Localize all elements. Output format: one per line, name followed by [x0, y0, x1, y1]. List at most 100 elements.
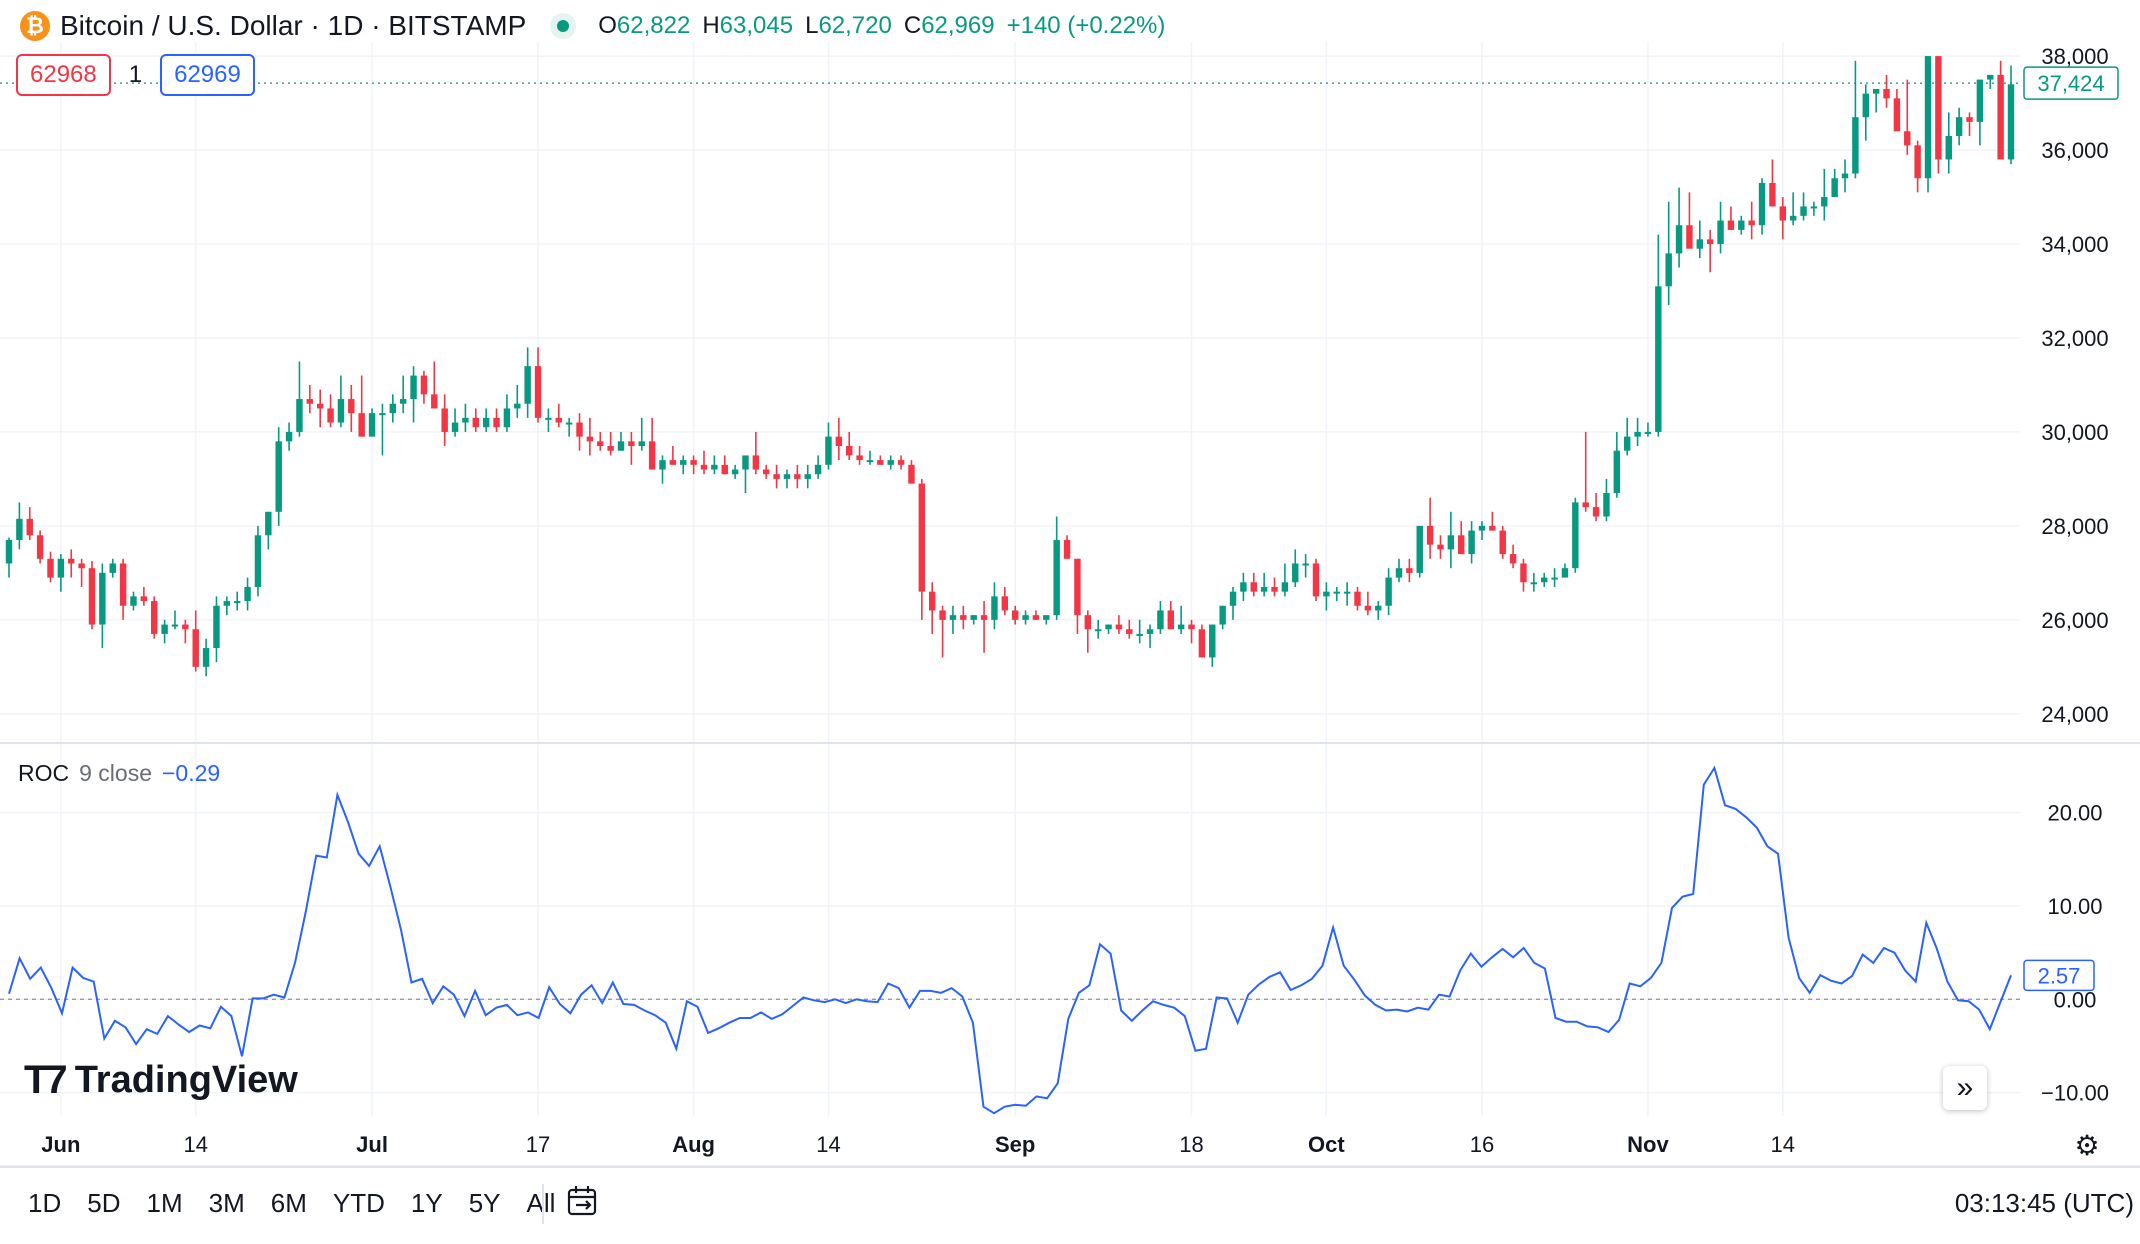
candle[interactable] [26, 507, 33, 540]
candle[interactable] [576, 413, 583, 451]
candle[interactable] [1229, 586, 1237, 620]
symbol-title[interactable]: Bitcoin / U.S. Dollar · 1D · BITSTAMP [60, 10, 527, 41]
candle[interactable] [140, 586, 148, 606]
candle[interactable] [389, 394, 397, 423]
candle[interactable] [1675, 187, 1683, 268]
candle[interactable] [804, 464, 811, 489]
candle[interactable] [1426, 497, 1434, 559]
candle[interactable] [316, 389, 324, 428]
candle[interactable] [1074, 558, 1081, 634]
candle[interactable] [918, 478, 926, 620]
candle[interactable] [794, 464, 801, 489]
candle[interactable] [1364, 591, 1372, 616]
candle[interactable] [1997, 60, 2004, 160]
price-pane[interactable] [5, 56, 2015, 677]
candle[interactable] [1706, 229, 1714, 273]
candle[interactable] [1509, 544, 1517, 569]
candle[interactable] [1800, 192, 1807, 221]
candle[interactable] [1810, 201, 1818, 216]
candle[interactable] [1437, 535, 1444, 559]
candle[interactable] [16, 502, 23, 550]
price-axis[interactable]: 24,000 26,000 28,000 30,000 32,000 34,000 36,0… [0, 44, 2119, 727]
candle[interactable] [773, 464, 780, 489]
candle[interactable] [1209, 624, 1216, 667]
candle[interactable] [130, 591, 137, 611]
candle[interactable] [763, 464, 770, 479]
candle[interactable] [887, 455, 894, 470]
candle[interactable] [306, 384, 314, 414]
candle[interactable] [814, 455, 822, 479]
candle[interactable] [565, 417, 573, 437]
candle[interactable] [462, 403, 469, 432]
candle[interactable] [337, 375, 345, 428]
roc-last-value-tag[interactable] [2023, 959, 2095, 992]
candle[interactable] [1717, 201, 1724, 254]
candle[interactable] [835, 417, 843, 461]
candle[interactable] [431, 361, 438, 409]
candle[interactable] [1893, 88, 1901, 132]
candle[interactable] [1821, 168, 1828, 221]
candle[interactable] [358, 375, 365, 437]
candle[interactable] [897, 455, 905, 470]
candle[interactable] [1665, 201, 1672, 306]
candle[interactable] [846, 431, 853, 461]
candle[interactable] [524, 347, 531, 418]
candle[interactable] [410, 366, 417, 423]
candle[interactable] [1852, 60, 1859, 179]
candle[interactable] [628, 431, 635, 465]
candle[interactable] [36, 530, 44, 564]
candle[interactable] [109, 558, 116, 578]
scroll-to-realtime-button[interactable]: » [1943, 1066, 1987, 1110]
candle[interactable] [877, 455, 884, 465]
candle[interactable] [368, 408, 376, 437]
candle[interactable] [482, 408, 490, 432]
roc-pane[interactable] [0, 765, 2020, 1115]
candle[interactable] [514, 384, 521, 418]
candle[interactable] [1001, 586, 1009, 616]
candle[interactable] [1935, 56, 1942, 174]
candle[interactable] [5, 537, 13, 578]
candle[interactable] [265, 511, 272, 550]
candle[interactable] [1032, 610, 1040, 620]
candle[interactable] [980, 601, 988, 653]
candle[interactable] [202, 638, 210, 677]
candle[interactable] [1489, 511, 1496, 531]
candle[interactable] [949, 605, 957, 634]
candle[interactable] [1354, 586, 1361, 611]
candle[interactable] [1105, 624, 1112, 634]
candle[interactable] [472, 408, 480, 432]
candle[interactable] [296, 361, 303, 437]
candle[interactable] [1260, 572, 1268, 597]
candle[interactable] [1219, 605, 1226, 630]
candle[interactable] [617, 431, 625, 451]
candle[interactable] [223, 596, 231, 616]
candle[interactable] [441, 394, 448, 447]
candle[interactable] [1779, 197, 1787, 240]
candle[interactable] [151, 596, 158, 639]
candle[interactable] [1022, 610, 1029, 625]
candle[interactable] [1530, 572, 1538, 592]
candle[interactable] [1271, 577, 1278, 597]
market-status-dot-icon[interactable] [550, 13, 577, 39]
candle[interactable] [1924, 56, 1932, 193]
candle[interactable] [1375, 601, 1382, 620]
candle[interactable] [1572, 497, 1579, 573]
candle[interactable] [1343, 582, 1351, 606]
candle[interactable] [783, 469, 791, 489]
candle[interactable] [1613, 431, 1621, 498]
candle[interactable] [1468, 521, 1475, 564]
candle[interactable] [99, 563, 106, 649]
candle[interactable] [1644, 422, 1652, 437]
range-button-5d[interactable]: 5D [87, 1188, 121, 1218]
candle[interactable] [690, 455, 697, 475]
candle[interactable] [1323, 582, 1330, 611]
candle[interactable] [545, 408, 552, 432]
range-button-1y[interactable]: 1Y [410, 1188, 443, 1218]
candle[interactable] [171, 610, 179, 630]
candle[interactable] [47, 551, 54, 583]
candle[interactable] [1115, 615, 1123, 634]
candle[interactable] [420, 370, 428, 404]
candle[interactable] [960, 605, 967, 630]
candle[interactable] [1302, 554, 1309, 578]
